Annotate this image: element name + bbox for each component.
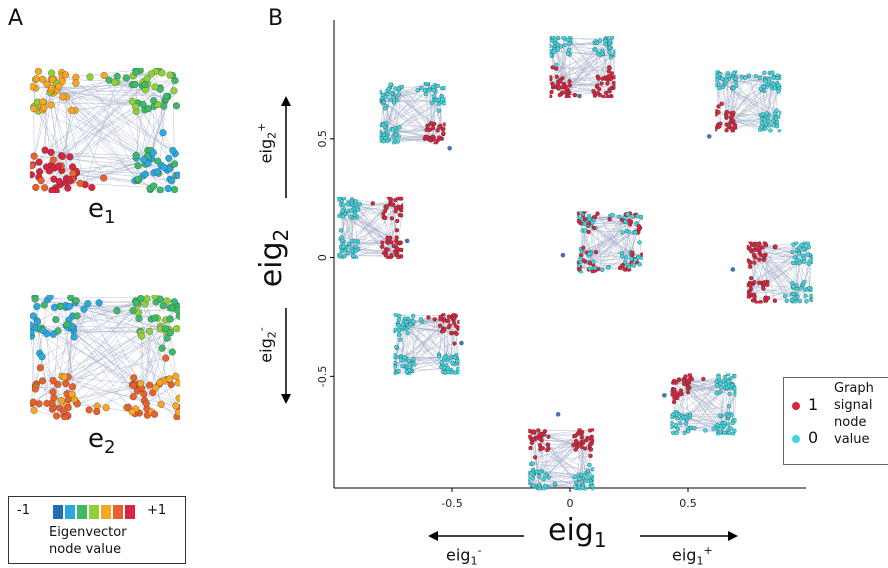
y-minus-label: eig2- bbox=[255, 315, 279, 375]
y-minus-label-sup: - bbox=[255, 327, 268, 332]
y-axis-title-sub: 2 bbox=[269, 228, 293, 242]
colorbar-swatch bbox=[65, 505, 75, 519]
y-minus-arrow bbox=[281, 308, 291, 404]
graph-signal-thumbnail bbox=[670, 373, 737, 436]
y-tick-label: 0 bbox=[316, 254, 329, 261]
network-e2-label-main: e bbox=[88, 424, 104, 454]
data-point bbox=[447, 145, 452, 151]
data-point bbox=[730, 267, 736, 272]
y-minus-label-main: eig bbox=[256, 338, 276, 363]
network-e2-label: e2 bbox=[88, 424, 115, 458]
network-e1-label-sub: 1 bbox=[104, 207, 116, 229]
colorbar-swatch bbox=[101, 505, 111, 519]
legend-dot-0 bbox=[792, 435, 800, 443]
colorbar-swatch bbox=[113, 505, 123, 519]
eigenvector-colorbar: -1 +1 Eigenvector node value bbox=[8, 496, 186, 564]
y-tick-label: 0.5 bbox=[316, 130, 329, 148]
legend-value-1: 1 bbox=[808, 395, 819, 414]
y-plus-label-sub: 2 bbox=[265, 131, 279, 139]
data-point bbox=[706, 134, 712, 139]
data-point bbox=[459, 340, 464, 346]
colorbar-title-line1: Eigenvector bbox=[49, 525, 127, 540]
x-plus-label-sub: 1 bbox=[696, 554, 704, 568]
colorbar-max-label: +1 bbox=[147, 503, 167, 518]
x-plus-label: eig1+ bbox=[672, 544, 713, 568]
y-axis-title: eig2 bbox=[254, 228, 294, 288]
panel-a-network-e2 bbox=[30, 295, 180, 420]
colorbar-swatch bbox=[89, 505, 99, 519]
network-e1-label: e1 bbox=[88, 194, 115, 228]
colorbar-min-label: -1 bbox=[17, 503, 30, 518]
colorbar-swatch bbox=[53, 505, 63, 519]
x-minus-label-sup: - bbox=[477, 544, 482, 557]
graph-signal-thumbnail bbox=[746, 241, 813, 304]
network-e2-label-sub: 2 bbox=[104, 437, 116, 459]
y-plus-arrow bbox=[281, 96, 291, 198]
y-plus-label-main: eig bbox=[256, 138, 276, 164]
x-axis-title-sub: 1 bbox=[593, 528, 607, 552]
y-tick-label: -0.5 bbox=[316, 366, 329, 387]
x-tick-label: 0 bbox=[567, 497, 574, 510]
legend-value-0: 0 bbox=[808, 428, 819, 447]
legend-dot-1 bbox=[792, 402, 800, 410]
graph-signal-thumbnail bbox=[379, 82, 446, 145]
x-plus-arrow bbox=[640, 531, 738, 541]
data-point bbox=[577, 93, 582, 99]
x-plus-label-main: eig bbox=[672, 545, 697, 565]
x-plus-label-sup: + bbox=[703, 544, 713, 557]
y-plus-label-sup: + bbox=[255, 122, 268, 132]
legend-title-line3: node bbox=[834, 415, 867, 430]
graph-signal-thumbnail bbox=[549, 36, 616, 99]
y-axis-title-main: eig bbox=[254, 241, 289, 288]
x-minus-arrow bbox=[428, 531, 524, 541]
x-axis-title-main: eig bbox=[548, 513, 594, 548]
panel-b-label: B bbox=[268, 6, 284, 31]
x-minus-label-sub: 1 bbox=[470, 554, 478, 568]
legend-title-line1: Graph bbox=[834, 381, 874, 396]
panel-a-label: A bbox=[8, 6, 24, 31]
x-minus-label: eig1- bbox=[446, 544, 481, 568]
graph-signal-legend: 1 0 Graph signal node value bbox=[783, 377, 888, 465]
data-point bbox=[662, 393, 667, 398]
network-e1-label-main: e bbox=[88, 194, 104, 224]
x-axis-title: eig1 bbox=[548, 513, 607, 552]
graph-signal-thumbnail bbox=[393, 313, 460, 376]
panel-a-network-e1 bbox=[30, 68, 180, 193]
graph-signal-thumbnail bbox=[337, 196, 404, 259]
colorbar-swatch bbox=[125, 505, 135, 519]
colorbar-title-line2: node value bbox=[49, 542, 122, 557]
y-plus-label: eig2+ bbox=[255, 113, 279, 173]
y-minus-label-sub: 2 bbox=[265, 331, 279, 339]
data-point bbox=[404, 238, 410, 244]
graph-signal-thumbnail bbox=[715, 70, 782, 133]
graph-signal-thumbnail bbox=[576, 211, 643, 274]
legend-title-line2: signal bbox=[834, 398, 873, 413]
x-tick-label: -0.5 bbox=[441, 497, 462, 510]
x-tick-label: 0.5 bbox=[679, 497, 697, 510]
legend-title: Graph signal node value bbox=[834, 380, 874, 448]
colorbar-swatch bbox=[77, 505, 87, 519]
graph-signal-thumbnail bbox=[528, 428, 595, 491]
x-minus-label-main: eig bbox=[446, 545, 471, 565]
data-point bbox=[555, 412, 561, 417]
legend-title-line4: value bbox=[834, 432, 870, 447]
data-point bbox=[560, 252, 566, 258]
